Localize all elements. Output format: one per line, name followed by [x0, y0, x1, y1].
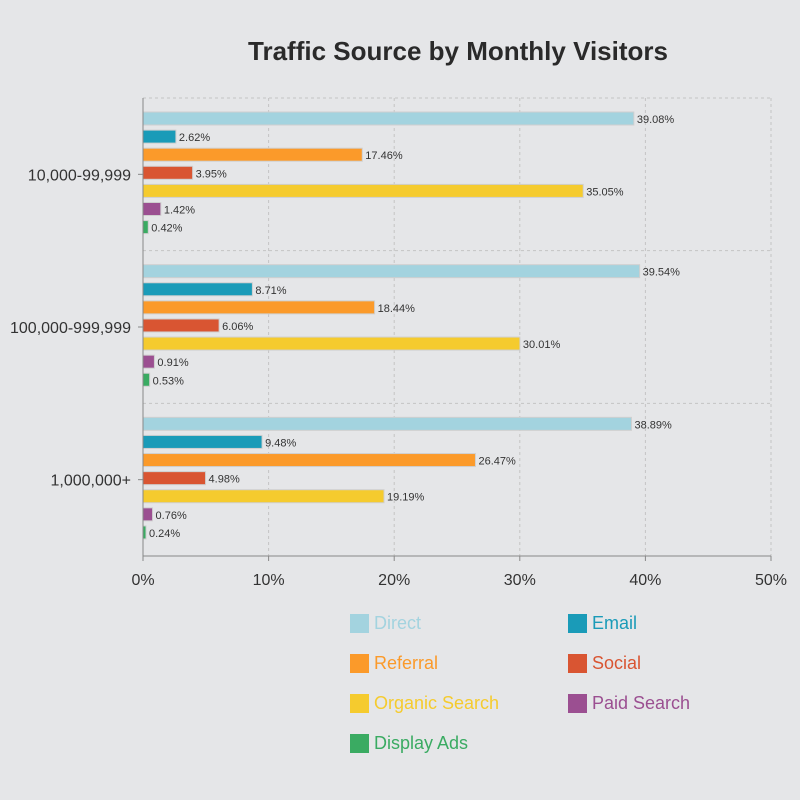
- y-tick-label: 100,000-999,999: [10, 320, 131, 337]
- y-tick-label: 10,000-99,999: [28, 167, 131, 184]
- legend-label: Direct: [374, 613, 422, 633]
- bar-email: [142, 129, 177, 144]
- chart-title: Traffic Source by Monthly Visitors: [248, 36, 668, 66]
- bar-paid-search: [142, 507, 154, 522]
- data-label: 0.42%: [151, 223, 182, 235]
- legend-label: Email: [592, 613, 638, 633]
- data-label: 0.91%: [157, 357, 188, 369]
- legend-item-referral[interactable]: Referral: [350, 653, 438, 674]
- x-tick-label: 20%: [378, 572, 410, 589]
- legend-swatch: [350, 734, 369, 753]
- bar-email: [142, 282, 253, 297]
- bar-organic-search: [142, 336, 521, 351]
- data-label: 3.95%: [196, 168, 227, 180]
- x-tick-label: 10%: [253, 572, 285, 589]
- bar-referral: [142, 300, 376, 315]
- bar-direct: [142, 111, 635, 126]
- x-tick-label: 30%: [504, 572, 536, 589]
- data-label: 30.01%: [523, 339, 561, 351]
- bar-paid-search: [142, 202, 162, 216]
- legend-label: Display Ads: [374, 733, 469, 753]
- bar-direct: [142, 416, 632, 431]
- bar-email: [142, 434, 263, 449]
- data-label: 0.24%: [149, 528, 180, 540]
- data-label: 0.76%: [156, 510, 187, 522]
- legend-swatch: [350, 654, 369, 673]
- data-label: 35.05%: [586, 186, 624, 198]
- data-label: 19.19%: [387, 492, 425, 504]
- legend-swatch: [350, 694, 369, 713]
- y-tick-label: 1,000,000+: [50, 473, 131, 490]
- bar-organic-search: [142, 183, 584, 198]
- data-label: 39.08%: [637, 114, 675, 126]
- data-label: 38.89%: [634, 419, 672, 431]
- bar-social: [142, 165, 194, 180]
- bar-organic-search: [142, 489, 385, 504]
- data-label: 39.54%: [643, 267, 681, 279]
- data-label: 26.47%: [478, 456, 516, 468]
- bar-display-ads: [142, 220, 149, 235]
- x-tick-label: 50%: [755, 572, 787, 589]
- legend-label: Social: [592, 653, 642, 673]
- legend-swatch: [568, 694, 587, 713]
- bar-direct: [142, 264, 641, 279]
- data-label: 17.46%: [365, 150, 403, 162]
- legend-item-display-ads[interactable]: Display Ads: [350, 733, 468, 754]
- bar-paid-search: [142, 354, 155, 369]
- bar-referral: [142, 147, 363, 162]
- data-label: 8.71%: [255, 285, 286, 297]
- data-label: 2.62%: [179, 132, 210, 144]
- legend-item-email[interactable]: Email: [568, 613, 637, 634]
- legend-label: Organic Search: [374, 693, 500, 713]
- bar-display-ads: [142, 372, 151, 387]
- legend-label: Paid Search: [592, 693, 691, 713]
- bar-social: [142, 318, 220, 333]
- data-label: 18.44%: [378, 303, 416, 315]
- legend-item-social[interactable]: Social: [568, 653, 641, 674]
- legend-swatch: [568, 614, 587, 633]
- data-label: 1.42%: [164, 205, 195, 217]
- data-label: 4.98%: [209, 474, 240, 486]
- legend-item-organic-search[interactable]: Organic Search: [350, 693, 499, 714]
- data-label: 6.06%: [222, 321, 253, 333]
- legend-item-paid-search[interactable]: Paid Search: [568, 693, 690, 714]
- bar-referral: [142, 453, 476, 468]
- data-label: 0.53%: [153, 375, 184, 387]
- bar-social: [142, 471, 207, 486]
- legend-label: Referral: [374, 653, 439, 673]
- x-tick-label: 40%: [629, 572, 661, 589]
- legend-swatch: [568, 654, 587, 673]
- legend-item-direct[interactable]: Direct: [350, 613, 421, 634]
- x-tick-label: 0%: [131, 572, 154, 589]
- data-label: 9.48%: [265, 437, 296, 449]
- legend-swatch: [350, 614, 369, 633]
